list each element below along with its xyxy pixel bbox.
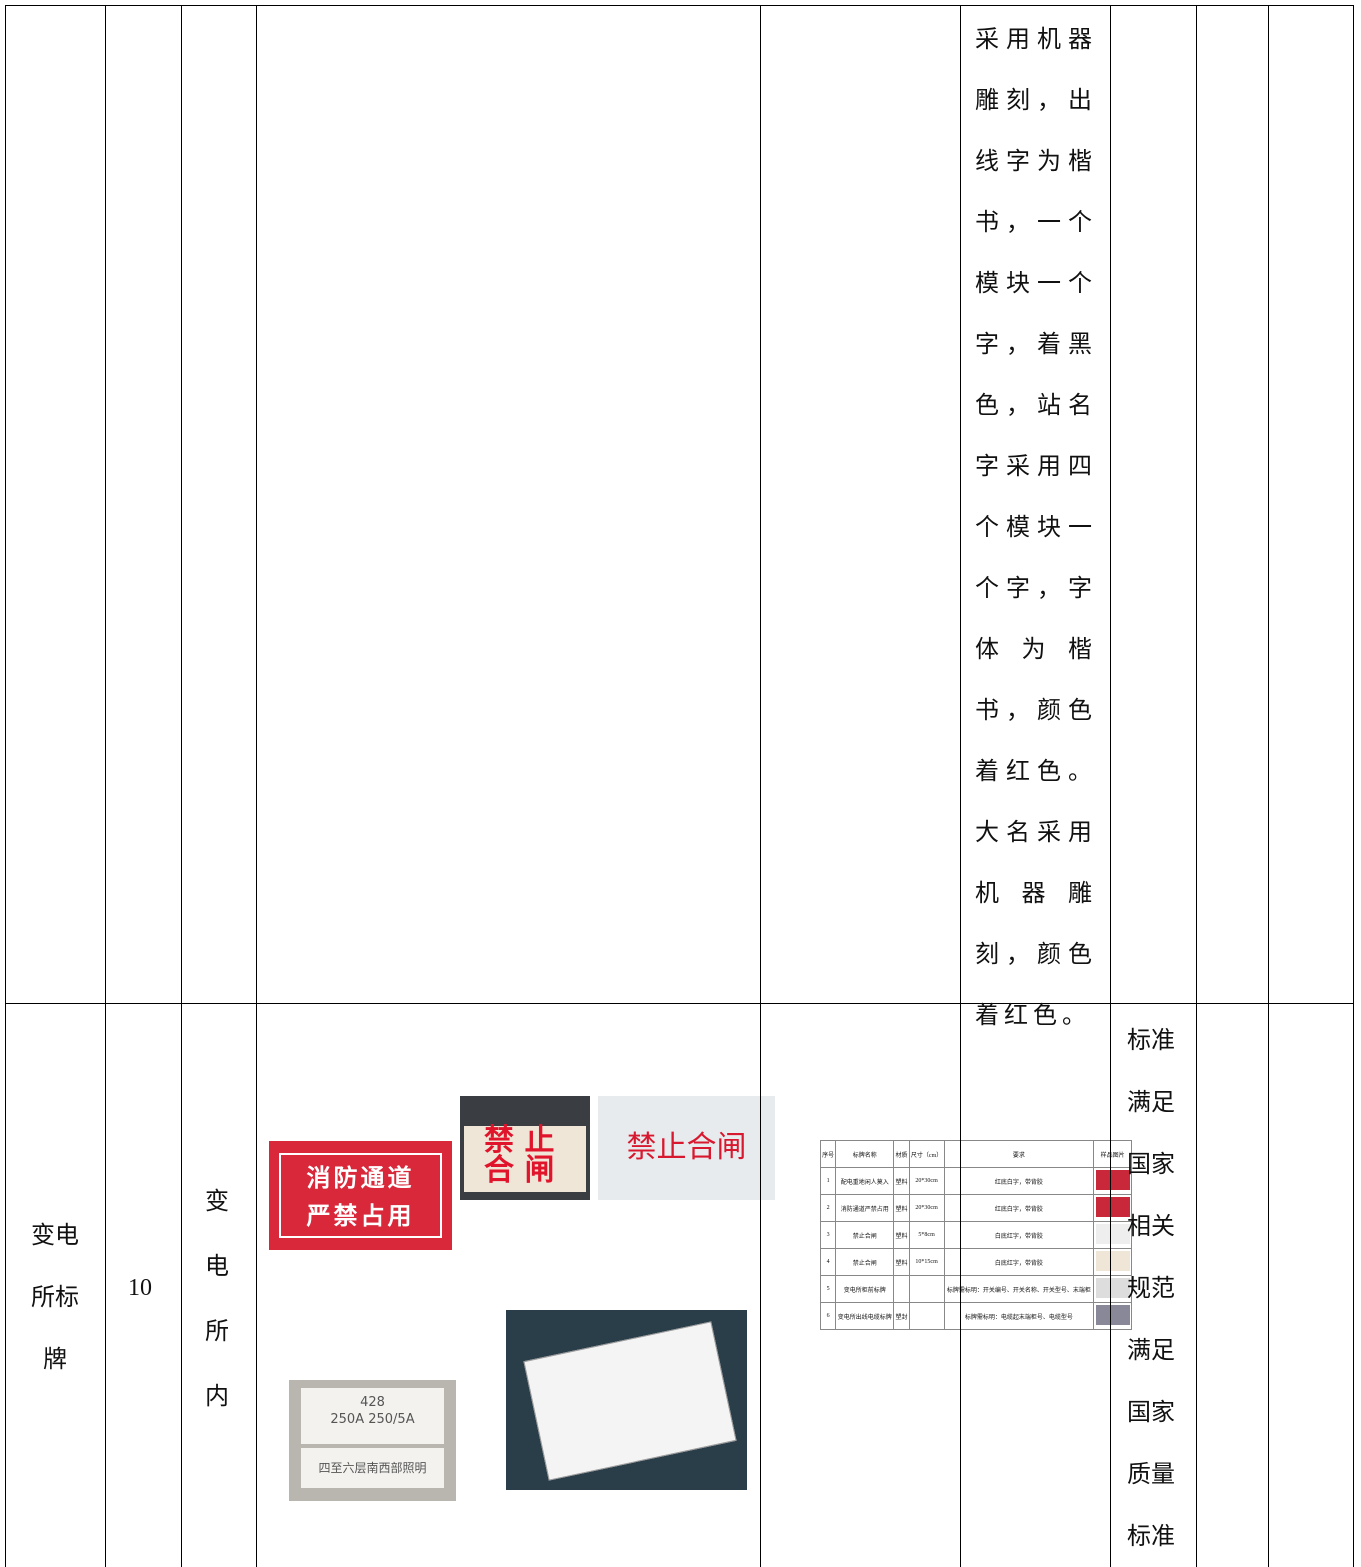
column-rule <box>181 5 182 1567</box>
header-row: 序号 标牌名称 材质 尺寸（cm） 要求 样品图片 <box>819 1140 1132 1168</box>
cell: 20*30cm <box>908 1167 945 1195</box>
cell: 20*30cm <box>908 1194 945 1222</box>
sample-image <box>1095 1278 1130 1298</box>
sign-photo: 禁止合闸 <box>598 1096 775 1200</box>
cell: 塑封 <box>893 1302 910 1330</box>
cell: 10*15cm <box>908 1248 945 1276</box>
header-cell: 要求 <box>943 1140 1095 1168</box>
cell: 3 <box>819 1221 837 1249</box>
cell: 变电所柜前标牌 <box>835 1275 895 1303</box>
header-cell: 序号 <box>819 1140 837 1168</box>
column-rule <box>760 5 761 1567</box>
requirement-text: 采用机器雕刻，出线字为楷书，一个模块一个字，着黑色，站名字采用四个模块一个字，字… <box>975 27 1097 1029</box>
column-rule <box>1353 5 1354 1567</box>
cell: 红底白字，带背胶 <box>943 1194 1095 1222</box>
sign-line: 合 闸 <box>484 1153 555 1188</box>
cell: 4 <box>819 1248 837 1276</box>
sample-image <box>1095 1305 1130 1325</box>
sign-text: 禁 止 合 闸 <box>464 1126 586 1192</box>
plate-line: 250A 250/5A <box>330 1412 415 1427</box>
row: 5 变电所柜前标牌 标牌需标明：开关编号、开关名称、开关型号、末端柜 <box>819 1275 1132 1303</box>
sample-image <box>1095 1197 1130 1217</box>
cell: 塑料 <box>893 1221 910 1249</box>
standard-text: 标准满足国家相关规范满足国家质量标准 <box>1127 1028 1175 1550</box>
row: 2 消防通道严禁占用 塑料 20*30cm 红底白字，带背胶 <box>819 1194 1132 1222</box>
cell: 5*8cm <box>908 1221 945 1249</box>
header-cell: 尺寸（cm） <box>908 1140 945 1168</box>
rule <box>5 1003 1354 1004</box>
cell <box>908 1302 945 1330</box>
cell: 2 <box>819 1194 837 1222</box>
cell: 禁止合闸 <box>835 1221 895 1249</box>
cell: 标牌需标明：电缆起末端柜号、电缆型号 <box>943 1302 1095 1330</box>
sample-table: 序号 标牌名称 材质 尺寸（cm） 要求 样品图片 1 配电重地闲人莫入 塑料 20*30cm 红底… <box>819 1140 1132 1330</box>
card <box>523 1321 737 1481</box>
cell: 红底白字，带背胶 <box>943 1167 1095 1195</box>
sample-image <box>1095 1224 1130 1244</box>
cell <box>908 1275 945 1303</box>
header-cell: 样品图片 <box>1093 1140 1132 1168</box>
header-cell: 标牌名称 <box>835 1140 895 1168</box>
plate-line: 428 <box>360 1395 385 1410</box>
column-rule <box>5 5 6 1567</box>
sign-photo: 禁 止 合 闸 <box>460 1096 590 1200</box>
card-photo <box>506 1310 747 1490</box>
sign-photo: 消防通道 严禁占用 <box>269 1141 452 1250</box>
item-name: 变电所标牌 <box>31 1223 79 1373</box>
row: 4 禁止合闸 塑料 10*15cm 白底红字，带背胶 <box>819 1248 1132 1276</box>
row: 1 配电重地闲人莫入 塑料 20*30cm 红底白字，带背胶 <box>819 1167 1132 1195</box>
rule <box>5 5 1354 6</box>
cell: 塑料 <box>893 1194 910 1222</box>
sample-image <box>1095 1170 1130 1190</box>
cell <box>1093 1248 1132 1276</box>
header-cell: 材质 <box>893 1140 910 1168</box>
column-rule <box>1268 5 1269 1567</box>
cell: 1 <box>819 1167 837 1195</box>
quantity: 10 <box>128 1275 152 1301</box>
cell: 6 <box>819 1302 837 1330</box>
sign-line: 消防通道 <box>306 1164 415 1192</box>
cell: 白底红字，带背胶 <box>943 1221 1095 1249</box>
sign-text: 消防通道 严禁占用 <box>279 1153 442 1238</box>
cell: 配电重地闲人莫入 <box>835 1167 895 1195</box>
cell: 5 <box>819 1275 837 1303</box>
row: 6 变电所出线电缆标牌 塑封 标牌需标明：电缆起末端柜号、电缆型号 <box>819 1302 1132 1330</box>
sign-line: 严禁占用 <box>306 1202 415 1230</box>
column-rule <box>1110 5 1111 1567</box>
plate-line: 四至六层南西部照明 <box>318 1461 427 1475</box>
row: 3 禁止合闸 塑料 5*8cm 白底红字，带背胶 <box>819 1221 1132 1249</box>
sign-line: 禁止合闸 <box>626 1130 747 1165</box>
cell: 塑料 <box>893 1248 910 1276</box>
column-rule <box>256 5 257 1567</box>
cell: 塑料 <box>893 1167 910 1195</box>
cell <box>1093 1194 1132 1222</box>
column-rule <box>1196 5 1197 1567</box>
plate-photo: 428 250A 250/5A 四至六层南西部照明 <box>289 1380 456 1501</box>
sample-image <box>1095 1251 1130 1271</box>
plate: 四至六层南西部照明 <box>301 1448 444 1488</box>
cell: 白底红字，带背胶 <box>943 1248 1095 1276</box>
location: 变电所内 <box>205 1189 229 1410</box>
cell: 标牌需标明：开关编号、开关名称、开关型号、末端柜 <box>943 1275 1095 1303</box>
column-rule <box>105 5 106 1567</box>
sign-line: 禁 止 <box>484 1123 555 1158</box>
cell: 禁止合闸 <box>835 1248 895 1276</box>
cell <box>1093 1302 1132 1330</box>
cell <box>893 1275 910 1303</box>
plate: 428 250A 250/5A <box>301 1388 444 1444</box>
cell: 变电所出线电缆标牌 <box>835 1302 895 1330</box>
column-rule <box>960 5 961 1567</box>
cell: 消防通道严禁占用 <box>835 1194 895 1222</box>
